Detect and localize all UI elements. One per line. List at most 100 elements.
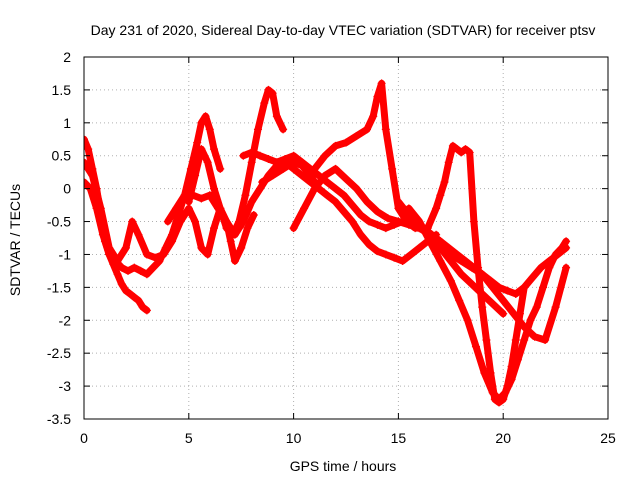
data-point-marker xyxy=(191,171,200,180)
data-point-marker xyxy=(461,145,470,154)
data-point-marker xyxy=(256,184,265,193)
data-point-marker xyxy=(268,171,277,180)
data-point-marker xyxy=(117,280,126,289)
data-point-marker xyxy=(551,303,560,312)
data-point-marker xyxy=(191,217,200,226)
data-point-marker xyxy=(398,257,407,266)
data-point-marker xyxy=(230,257,239,266)
data-point-marker xyxy=(471,342,480,351)
data-point-marker xyxy=(134,230,143,239)
data-point-marker xyxy=(365,217,374,226)
data-point-marker xyxy=(463,316,472,325)
data-point-marker xyxy=(404,204,413,213)
data-point-marker xyxy=(197,145,206,154)
data-point-marker xyxy=(163,217,172,226)
data-point-marker xyxy=(300,204,309,213)
data-point-marker xyxy=(201,112,210,121)
data-point-marker xyxy=(557,243,566,252)
data-point-marker xyxy=(530,332,539,341)
data-point-marker xyxy=(113,257,122,266)
data-point-marker xyxy=(495,395,504,404)
data-point-marker xyxy=(105,243,114,252)
data-point-marker xyxy=(365,240,374,249)
data-point-marker xyxy=(446,250,455,259)
y-tick-label: -3.5 xyxy=(47,411,71,427)
data-point-marker xyxy=(84,178,88,187)
data-point-marker xyxy=(256,151,265,160)
data-point-marker xyxy=(134,296,143,305)
data-point-marker xyxy=(237,243,246,252)
data-point-marker xyxy=(268,89,277,98)
data-point-marker xyxy=(130,293,139,302)
plot-frame xyxy=(83,56,609,420)
data-point-marker xyxy=(323,191,332,200)
data-point-marker xyxy=(264,155,273,164)
y-tick-label: -0.5 xyxy=(47,214,71,230)
data-point-marker xyxy=(230,230,239,239)
data-point-marker xyxy=(482,336,491,345)
data-point-marker xyxy=(214,204,223,213)
data-point-marker xyxy=(453,145,462,154)
data-point-marker xyxy=(197,194,206,203)
data-point-marker xyxy=(373,247,382,256)
data-point-marker xyxy=(373,220,382,229)
data-point-marker xyxy=(455,296,464,305)
data-point-marker xyxy=(113,270,122,279)
axis-ticks xyxy=(83,56,609,420)
data-point-marker xyxy=(209,224,218,233)
data-point-marker xyxy=(159,250,168,259)
data-point-marker xyxy=(436,237,445,246)
data-point-marker xyxy=(289,224,298,233)
data-point-marker xyxy=(342,174,350,183)
data-point-marker xyxy=(203,250,212,259)
data-point-marker xyxy=(348,217,357,226)
data-point-marker xyxy=(96,204,105,213)
data-point-marker xyxy=(188,191,197,200)
data-point-marker xyxy=(126,289,135,298)
data-point-marker xyxy=(124,266,133,275)
data-point-marker xyxy=(176,217,185,226)
data-point-marker xyxy=(352,184,361,193)
x-axis-label: GPS time / hours xyxy=(290,458,397,474)
data-point-marker xyxy=(513,355,522,364)
data-point-marker xyxy=(342,138,350,147)
data-point-marker xyxy=(383,214,392,223)
data-point-marker xyxy=(197,118,206,127)
data-point-marker xyxy=(243,224,252,233)
data-point-marker xyxy=(406,250,415,259)
y-tick-label: 0 xyxy=(63,181,71,197)
data-point-marker xyxy=(528,273,537,282)
data-point-marker xyxy=(247,148,256,157)
y-tick-label: 0.5 xyxy=(52,148,72,164)
data-point-marker xyxy=(511,289,520,298)
data-point-marker xyxy=(216,164,225,173)
data-point-marker xyxy=(180,191,189,200)
data-point-marker xyxy=(226,237,235,246)
x-tick-label: 15 xyxy=(391,430,407,446)
data-point-marker xyxy=(203,158,212,167)
data-point-marker xyxy=(84,158,88,167)
y-tick-label: 2 xyxy=(63,49,71,65)
x-tick-label: 5 xyxy=(185,430,193,446)
data-point-marker xyxy=(209,145,218,154)
data-point-marker xyxy=(448,141,457,150)
data-point-marker xyxy=(425,237,434,246)
data-point-marker xyxy=(465,148,474,157)
data-point-marker xyxy=(536,263,545,272)
y-tick-label: 1.5 xyxy=(52,82,72,98)
data-point-marker xyxy=(205,125,214,134)
data-point-marker xyxy=(222,217,231,226)
y-tick-label: -3 xyxy=(59,378,72,394)
data-point-marker xyxy=(348,201,357,210)
data-point-marker xyxy=(478,270,487,279)
data-point-marker xyxy=(499,309,508,318)
data-point-marker xyxy=(467,280,476,289)
data-point-marker xyxy=(88,171,97,180)
data-point-marker xyxy=(520,283,529,292)
data-point-marker xyxy=(142,306,151,315)
data-point-marker xyxy=(415,217,424,226)
data-point-marker xyxy=(321,151,330,160)
data-point-marker xyxy=(205,191,214,200)
data-point-marker xyxy=(377,79,386,88)
